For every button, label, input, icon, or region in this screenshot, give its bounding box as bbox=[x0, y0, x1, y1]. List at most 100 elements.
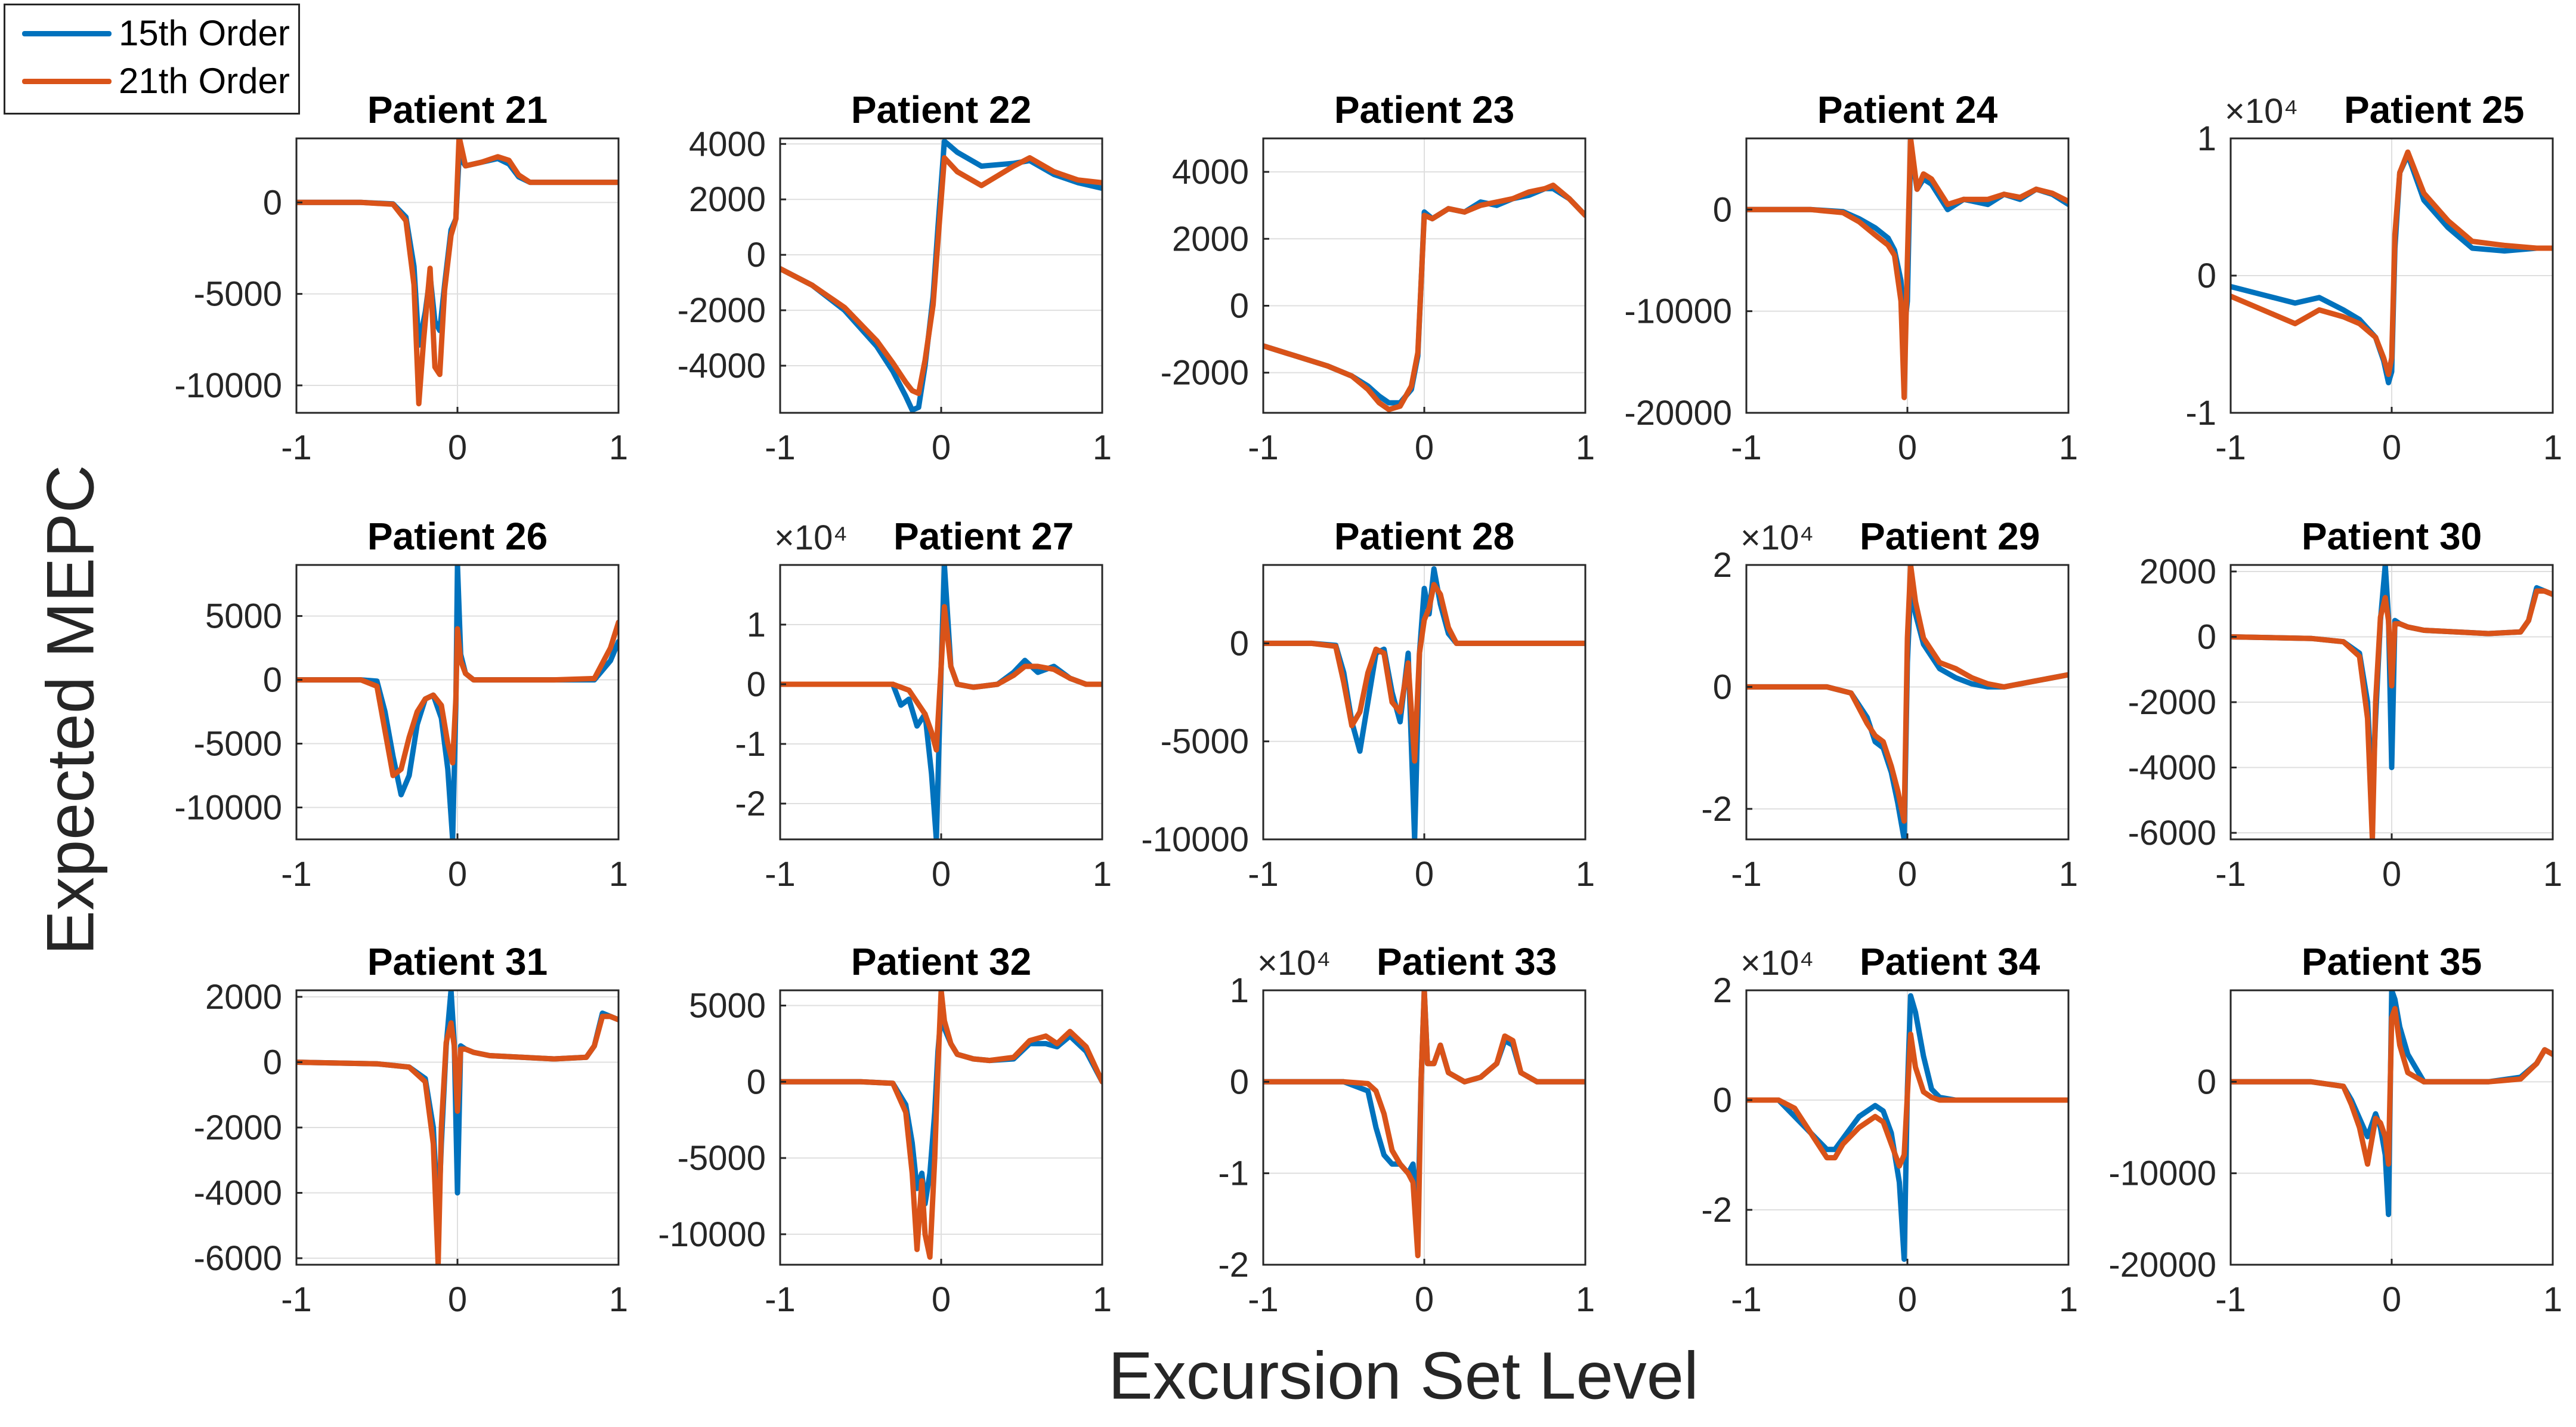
patient-22-x-tick-label: 1 bbox=[1093, 428, 1112, 467]
patient-27-y-tick-label: -2 bbox=[735, 784, 766, 823]
patient-25-subplot: -1 0 1 1 0 -1 ×10⁴ Patient 25 bbox=[2185, 88, 2562, 467]
patient-29-y-tick-label: 0 bbox=[1713, 668, 1732, 706]
patient-28-title: Patient 28 bbox=[1334, 515, 1514, 558]
patient-21-y-tick-label: -5000 bbox=[194, 275, 282, 314]
patient-23-series-21th-order bbox=[1263, 183, 1585, 412]
patient-32-x-tick-label: 0 bbox=[932, 1280, 951, 1319]
patient-33-series-21th-order bbox=[1263, 990, 1585, 1259]
patient-29-x-tick-label: 1 bbox=[2059, 855, 2078, 894]
patient-32-subplot: -1 0 1 5000 0 -5000 -10000 Patient 32 bbox=[658, 940, 1112, 1319]
patient-21-x-tick-label: 0 bbox=[448, 428, 467, 467]
patient-22-subplot: -1 0 1 4000 2000 0 -2000 -4000 Patient 22 bbox=[678, 88, 1112, 467]
patient-25-y-tick-label: 1 bbox=[2197, 119, 2216, 158]
patient-30-y-tick-label: 2000 bbox=[2139, 552, 2216, 591]
patient-22-y-tick-label: -4000 bbox=[678, 347, 766, 385]
patient-26-title: Patient 26 bbox=[367, 515, 548, 558]
patient-35-title: Patient 35 bbox=[2302, 940, 2482, 983]
patient-28-subplot: -1 0 1 0 -5000 -10000 Patient 28 bbox=[1141, 515, 1595, 894]
patient-26-y-tick-label: 0 bbox=[263, 661, 282, 700]
patient-23-y-tick-label: 2000 bbox=[1172, 220, 1249, 258]
patient-25-x-tick-label: -1 bbox=[2215, 428, 2246, 467]
patient-28-x-tick-label: 1 bbox=[1576, 855, 1595, 894]
patient-27-subplot: -1 0 1 1 0 -1 -2 ×10⁴ Patient 27 bbox=[735, 515, 1112, 894]
patient-23-title: Patient 23 bbox=[1334, 88, 1514, 131]
patient-31-y-tick-label: -2000 bbox=[194, 1108, 282, 1147]
patient-31-x-tick-label: -1 bbox=[281, 1280, 312, 1319]
patient-23-x-tick-label: 1 bbox=[1576, 428, 1595, 467]
patient-26-x-tick-label: 0 bbox=[448, 855, 467, 894]
patient-30-y-tick-label: -4000 bbox=[2128, 749, 2216, 787]
patient-29-title: Patient 29 bbox=[1860, 515, 2040, 558]
patient-21-y-tick-label: -10000 bbox=[174, 366, 282, 405]
patient-35-y-tick-label: -10000 bbox=[2108, 1154, 2216, 1193]
legend: 15th Order 21th Order bbox=[4, 4, 300, 115]
patient-26-subplot: -1 0 1 5000 0 -5000 -10000 Patient 26 bbox=[174, 515, 628, 894]
patient-21-series-21th-order bbox=[296, 138, 619, 407]
patient-27-exponent-label: ×10⁴ bbox=[774, 518, 848, 557]
patient-35-subplot: -1 0 1 0 -10000 -20000 Patient 35 bbox=[2108, 940, 2562, 1319]
patient-32-series-21th-order bbox=[780, 990, 1102, 1260]
patient-28-x-tick-label: 0 bbox=[1415, 855, 1434, 894]
patient-22-y-tick-label: -2000 bbox=[678, 291, 766, 330]
patient-27-x-tick-label: 0 bbox=[932, 855, 951, 894]
patient-26-y-tick-label: -10000 bbox=[174, 789, 282, 827]
patient-30-x-tick-label: 1 bbox=[2543, 855, 2562, 894]
patient-23-y-tick-label: -2000 bbox=[1161, 354, 1249, 393]
patient-26-y-tick-label: -5000 bbox=[194, 725, 282, 764]
patient-21-x-tick-label: -1 bbox=[281, 428, 312, 467]
patient-33-y-tick-label: -2 bbox=[1218, 1246, 1249, 1284]
patient-24-x-tick-label: -1 bbox=[1731, 428, 1762, 467]
patient-24-series-21th-order bbox=[1746, 138, 2068, 400]
patient-22-title: Patient 22 bbox=[851, 88, 1031, 131]
patient-21-x-tick-label: 1 bbox=[609, 428, 628, 467]
patient-27-y-tick-label: 0 bbox=[747, 665, 766, 704]
patient-30-x-tick-label: 0 bbox=[2382, 855, 2401, 894]
patient-31-y-tick-label: 2000 bbox=[205, 978, 282, 1017]
patient-25-series-21th-order bbox=[2231, 149, 2553, 378]
patient-31-subplot: -1 0 1 2000 0 -2000 -4000 -6000 Patient 31 bbox=[194, 940, 628, 1319]
patient-31-x-tick-label: 1 bbox=[609, 1280, 628, 1319]
patient-34-subplot: -1 0 1 2 0 -2 ×10⁴ Patient 34 bbox=[1701, 940, 2078, 1319]
patient-32-x-tick-label: -1 bbox=[765, 1280, 796, 1319]
patient-31-x-tick-label: 0 bbox=[448, 1280, 467, 1319]
patient-32-y-tick-label: 0 bbox=[747, 1062, 766, 1101]
patient-21-y-tick-label: 0 bbox=[263, 183, 282, 222]
patient-26-y-tick-label: 5000 bbox=[205, 597, 282, 636]
patient-30-y-tick-label: -2000 bbox=[2128, 683, 2216, 722]
patient-30-title: Patient 30 bbox=[2302, 515, 2482, 558]
patient-25-x-tick-label: 0 bbox=[2382, 428, 2401, 467]
patient-30-x-tick-label: -1 bbox=[2215, 855, 2246, 894]
patient-27-x-tick-label: -1 bbox=[765, 855, 796, 894]
patient-33-x-tick-label: -1 bbox=[1248, 1280, 1279, 1319]
patient-21-title: Patient 21 bbox=[367, 88, 548, 131]
patient-34-x-tick-label: 0 bbox=[1898, 1280, 1917, 1319]
patient-29-x-tick-label: 0 bbox=[1898, 855, 1917, 894]
patient-34-x-tick-label: 1 bbox=[2059, 1280, 2078, 1319]
patient-29-y-tick-label: -2 bbox=[1701, 790, 1732, 829]
patient-28-y-tick-label: 0 bbox=[1230, 624, 1249, 663]
patient-25-x-tick-label: 1 bbox=[2543, 428, 2562, 467]
legend-item-15th-order: 15th Order bbox=[5, 9, 298, 57]
legend-line-21th-order bbox=[22, 79, 112, 84]
patient-24-title: Patient 24 bbox=[1817, 88, 1998, 131]
legend-line-15th-order bbox=[22, 31, 112, 36]
patient-27-y-tick-label: 1 bbox=[747, 606, 766, 644]
patient-33-title: Patient 33 bbox=[1377, 940, 1557, 983]
patient-25-exponent-label: ×10⁴ bbox=[2225, 92, 2298, 131]
patient-34-exponent-label: ×10⁴ bbox=[1740, 944, 1814, 983]
patient-34-y-tick-label: -2 bbox=[1701, 1191, 1732, 1230]
patient-25-y-tick-label: 0 bbox=[2197, 257, 2216, 295]
patient-28-x-tick-label: -1 bbox=[1248, 855, 1279, 894]
patient-32-y-tick-label: -10000 bbox=[658, 1215, 766, 1254]
patient-31-y-tick-label: -4000 bbox=[194, 1174, 282, 1213]
patient-33-y-tick-label: 0 bbox=[1230, 1062, 1249, 1101]
patient-33-x-tick-label: 1 bbox=[1576, 1280, 1595, 1319]
patient-25-title: Patient 25 bbox=[2344, 88, 2524, 131]
patient-24-subplot: -1 0 1 0 -10000 -20000 Patient 24 bbox=[1624, 88, 2078, 467]
patient-24-y-tick-label: -10000 bbox=[1624, 292, 1732, 331]
patient-29-y-tick-label: 2 bbox=[1713, 546, 1732, 585]
patient-33-y-tick-label: -1 bbox=[1218, 1154, 1249, 1193]
patient-29-subplot: -1 0 1 2 0 -2 ×10⁴ Patient 29 bbox=[1701, 515, 2078, 894]
patient-23-y-tick-label: 0 bbox=[1230, 286, 1249, 325]
